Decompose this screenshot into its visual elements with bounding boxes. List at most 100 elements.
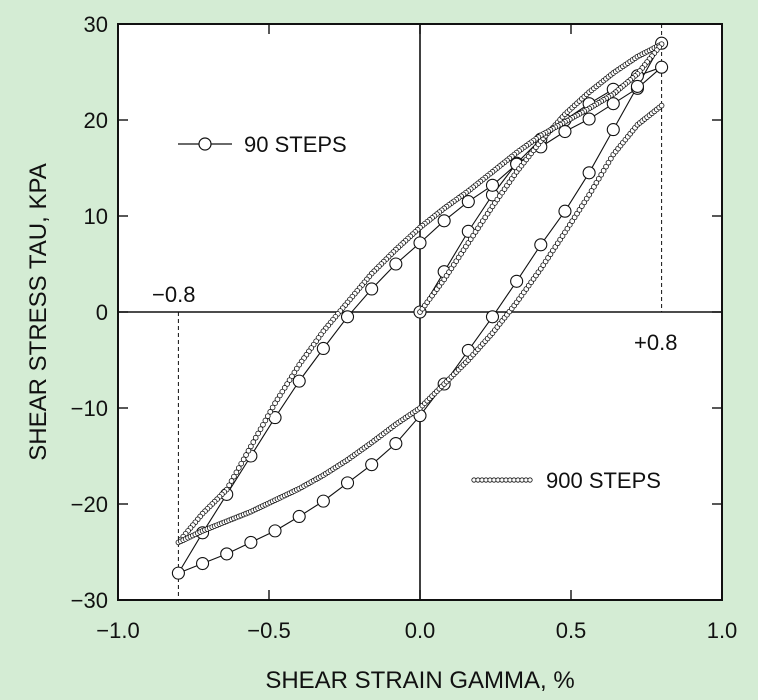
- point-900-268: [252, 434, 259, 441]
- point-90-46: [558, 204, 572, 218]
- point-900-250: [296, 361, 303, 368]
- point-900-254: [286, 377, 293, 383]
- point-90-22: [365, 282, 379, 296]
- point-900-473: [593, 179, 600, 186]
- point-900-267: [255, 430, 261, 437]
- point-90-33: [244, 535, 258, 549]
- point-90-44: [510, 274, 524, 288]
- point-90-32: [220, 547, 234, 561]
- x-axis-title: SHEAR STRAIN GAMMA, %: [265, 667, 574, 694]
- point-90-37: [340, 476, 355, 490]
- legend-900-label: 900 STEPS: [546, 468, 661, 493]
- point-900-270: [248, 443, 254, 450]
- series-900-steps: [175, 41, 665, 546]
- point-900-252: [291, 369, 298, 376]
- point-90-20: [413, 236, 427, 250]
- point-900-271: [245, 447, 252, 454]
- point-900-470: [586, 192, 592, 198]
- annotation-plus-0-8: +0.8: [634, 330, 677, 355]
- point-900-263: [264, 413, 271, 419]
- point-90-35: [292, 509, 306, 524]
- series-layer: [171, 36, 669, 580]
- point-90-38: [365, 458, 379, 472]
- point-900-259: [274, 396, 281, 403]
- point-900-264: [262, 417, 269, 424]
- point-900-274: [238, 460, 245, 467]
- point-900-277: [231, 473, 237, 480]
- annotation-minus-0-8: −0.8: [152, 282, 195, 307]
- y-tick-label-5: 20: [84, 108, 108, 133]
- legend-900-marker-icon: [471, 477, 533, 483]
- x-tick-label-1: −0.5: [247, 618, 290, 643]
- y-tick-label-2: −10: [71, 396, 108, 421]
- point-900-276: [233, 469, 240, 476]
- point-90-24: [316, 341, 330, 356]
- point-900-253: [289, 373, 295, 380]
- point-900-475: [598, 171, 604, 178]
- axis-ticks: [117, 23, 723, 601]
- point-900-279: [226, 482, 232, 489]
- point-900-266: [257, 426, 264, 432]
- point-90-39: [389, 436, 403, 451]
- x-tick-label-3: 0.5: [556, 618, 587, 643]
- point-90-23: [340, 310, 355, 324]
- point-90-31: [196, 556, 210, 571]
- legend-90-steps: 90 STEPS: [178, 132, 347, 157]
- point-90-12: [606, 97, 620, 111]
- legend-90-label: 90 STEPS: [244, 132, 347, 157]
- point-900-476: [600, 167, 607, 174]
- point-900-477: [603, 163, 609, 170]
- point-900-273: [240, 456, 247, 463]
- point-90-13: [582, 112, 596, 126]
- point-90-45: [534, 238, 548, 252]
- point-90-17: [485, 178, 500, 192]
- point-900-251: [293, 365, 300, 372]
- point-900-479: [608, 155, 614, 162]
- point-900-472: [591, 184, 597, 190]
- x-tick-label-0: −1.0: [96, 618, 139, 643]
- point-90-30: [171, 566, 185, 580]
- point-90-21: [389, 257, 403, 271]
- y-tick-labels: −30 −20 −10 0 10 20 30: [71, 12, 108, 613]
- y-tick-label-4: 10: [84, 204, 108, 229]
- y-tick-label-0: −30: [71, 588, 108, 613]
- y-axis-title: SHEAR STRESS TAU, KPA: [25, 163, 52, 460]
- point-900-269: [250, 439, 257, 445]
- x-tick-label-2: 0.0: [405, 618, 436, 643]
- point-900-275: [236, 465, 242, 471]
- point-900-258: [277, 392, 283, 399]
- point-900-471: [588, 188, 595, 194]
- y-tick-label-1: −20: [71, 492, 108, 517]
- point-900-500: [658, 102, 665, 109]
- point-900-257: [279, 388, 286, 395]
- point-90-36: [316, 494, 330, 508]
- point-90-34: [268, 524, 282, 538]
- x-tick-label-4: 1.0: [707, 618, 738, 643]
- point-900-272: [243, 452, 249, 458]
- legend-900-steps: 900 STEPS: [471, 468, 661, 493]
- point-90-10: [655, 60, 669, 74]
- point-90-18: [461, 195, 475, 209]
- point-900-265: [260, 421, 266, 428]
- point-900-478: [605, 159, 612, 166]
- point-900-260: [272, 400, 278, 407]
- point-90-48: [606, 123, 620, 137]
- point-90-25: [292, 374, 306, 388]
- point-900-262: [267, 409, 274, 415]
- point-90-49: [630, 79, 644, 93]
- point-90-14: [558, 124, 572, 139]
- x-tick-labels: −1.0 −0.5 0.0 0.5 1.0: [96, 618, 737, 643]
- point-900-474: [595, 175, 602, 182]
- legend-90-marker-icon: [198, 137, 212, 151]
- point-900-261: [269, 404, 276, 411]
- point-900-278: [228, 478, 235, 484]
- y-tick-label-3: 0: [96, 300, 108, 325]
- annotations: −0.8 +0.8: [152, 282, 677, 355]
- point-90-43: [485, 310, 500, 324]
- strain-guide-lines: [177, 24, 663, 600]
- point-900-256: [281, 385, 288, 391]
- y-tick-label-6: 30: [84, 12, 108, 37]
- point-90-47: [582, 166, 596, 180]
- point-900-255: [284, 381, 290, 387]
